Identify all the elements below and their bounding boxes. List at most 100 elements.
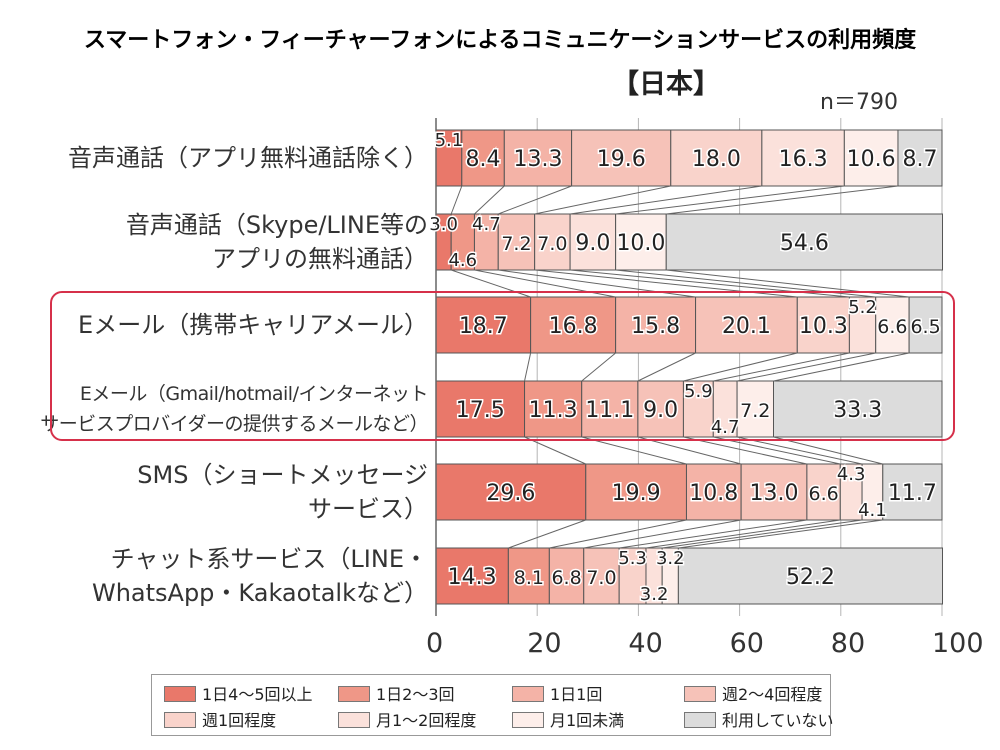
bar-segment (618, 547, 647, 605)
connector-line (524, 352, 532, 382)
value-label: 5.2 (848, 297, 877, 318)
chart-subtitle: 【日本】 (612, 69, 720, 100)
connector-line (570, 185, 762, 215)
bar-segment (503, 129, 573, 187)
connector-line (736, 436, 863, 465)
connector-line (637, 352, 696, 382)
legend-item: 1日2〜3回 (338, 681, 455, 705)
connector-line (683, 352, 798, 382)
category-label: 音声通話（Skype/LINE等のアプリの無料通話） (126, 208, 428, 276)
connector-line (713, 352, 850, 382)
value-label: 15.8 (631, 314, 680, 339)
bar-segment (796, 296, 850, 354)
legend-swatch (684, 712, 716, 728)
category-label-line: 音声通話（Skype/LINE等の (125, 211, 428, 239)
value-label: 18.0 (692, 147, 741, 172)
bar-segment (524, 380, 583, 438)
sample-size-label: n＝790 (820, 90, 898, 115)
value-label: 11.3 (529, 398, 578, 423)
legend-swatch (164, 712, 196, 728)
value-label: 52.2 (786, 565, 835, 590)
connector-line (666, 185, 899, 215)
value-label: 19.9 (612, 481, 661, 506)
bar-segment (685, 463, 742, 521)
connector-line (619, 519, 807, 549)
x-tick-label: 80 (831, 628, 865, 659)
value-label: 10.6 (847, 147, 896, 172)
connector-line (524, 436, 586, 465)
value-label: 5.1 (435, 130, 464, 151)
value-label: 18.7 (459, 314, 508, 339)
category-label-line: アプリの無料通話） (212, 245, 428, 273)
connector-line (534, 185, 671, 215)
connector-line (683, 436, 808, 465)
category-label: Eメール（Gmail/hotmail/インターネット サービスプロバイダーの提供す… (40, 379, 428, 439)
bar-segment (740, 463, 808, 521)
connector-line (773, 436, 883, 465)
value-label: 8.7 (902, 147, 937, 172)
bar-segment (435, 547, 509, 605)
value-label: 16.8 (549, 314, 598, 339)
value-label: 8.4 (466, 147, 501, 172)
x-tick-label: 0 (426, 628, 443, 659)
bar-segment (848, 296, 877, 354)
bar-segment (897, 129, 943, 187)
bar-segment (615, 296, 697, 354)
bar-segment (773, 380, 943, 438)
connector-line (508, 519, 586, 549)
category-label: チャット系サービス（LINE・ WhatsApp・Kakaotalkなど） (92, 542, 428, 610)
email-highlight-box (50, 291, 955, 441)
bar-segment (682, 380, 714, 438)
category-label-line: チャット系サービス（LINE・ (110, 545, 428, 573)
value-label: 10.0 (616, 231, 665, 256)
value-label: 3.2 (656, 548, 685, 569)
x-tick-label: 60 (730, 628, 764, 659)
category-label-line: 音声通話（アプリ無料通話除く） (68, 144, 428, 172)
bar-segment (534, 213, 571, 271)
category-label-line: サービス） (308, 495, 428, 523)
value-label: 6.5 (910, 316, 940, 338)
value-label: 11.1 (585, 398, 634, 423)
bar-segment (435, 296, 532, 354)
category-label-line: Eメール（Gmail/hotmail/インターネット (79, 383, 429, 405)
connector-line (713, 436, 841, 465)
value-label: 29.6 (486, 481, 535, 506)
legend-label: 週1回程度 (202, 711, 277, 730)
bar-segment (665, 213, 944, 271)
bar-segment (530, 296, 617, 354)
bar-segment (882, 463, 943, 521)
bar-segment (583, 547, 620, 605)
bar-segment (461, 129, 505, 187)
value-label: 4.7 (472, 214, 501, 235)
value-label: 6.8 (551, 567, 581, 589)
value-label: 6.6 (808, 483, 838, 505)
stacked-bar-chart: 5.18.4 13.3 19.6 18.0 16.3 10.6 8.73.04.64.77.… (426, 118, 1000, 659)
value-label: 4.3 (837, 464, 866, 485)
category-label-line: SMS（ショートメッセージ (137, 461, 428, 489)
value-label: 9.0 (643, 398, 678, 423)
legend-label: 1日4〜5回以上 (202, 685, 313, 704)
legend-label: 1日1回 (550, 685, 603, 704)
value-label: 13.0 (750, 481, 799, 506)
value-label: 13.3 (513, 147, 562, 172)
chart-title: スマートフォン・フィーチャーフォンによるコミュニケーションサービスの利用頻度 (83, 28, 917, 53)
legend-item: 週2〜4回程度 (684, 681, 822, 705)
value-label: 3.2 (640, 584, 669, 605)
connector-line (581, 436, 687, 465)
legend-swatch (338, 686, 370, 702)
connector-line (549, 519, 687, 549)
category-label: Eメール（携帯キャリアメール） (78, 308, 428, 342)
value-label: 11.7 (888, 481, 937, 506)
legend-item: 利用していない (684, 707, 834, 731)
bar-segment (569, 213, 617, 271)
legend-swatch (512, 686, 544, 702)
connector-line (773, 352, 910, 382)
connector-line (583, 519, 742, 549)
bar-segment (581, 380, 639, 438)
bar-segment (908, 296, 943, 354)
legend-swatch (512, 712, 544, 728)
value-label: 5.9 (684, 381, 713, 402)
legend-swatch (164, 686, 196, 702)
category-label-line: WhatsApp・Kakaotalkなど） (91, 579, 428, 607)
legend-swatch (338, 712, 370, 728)
